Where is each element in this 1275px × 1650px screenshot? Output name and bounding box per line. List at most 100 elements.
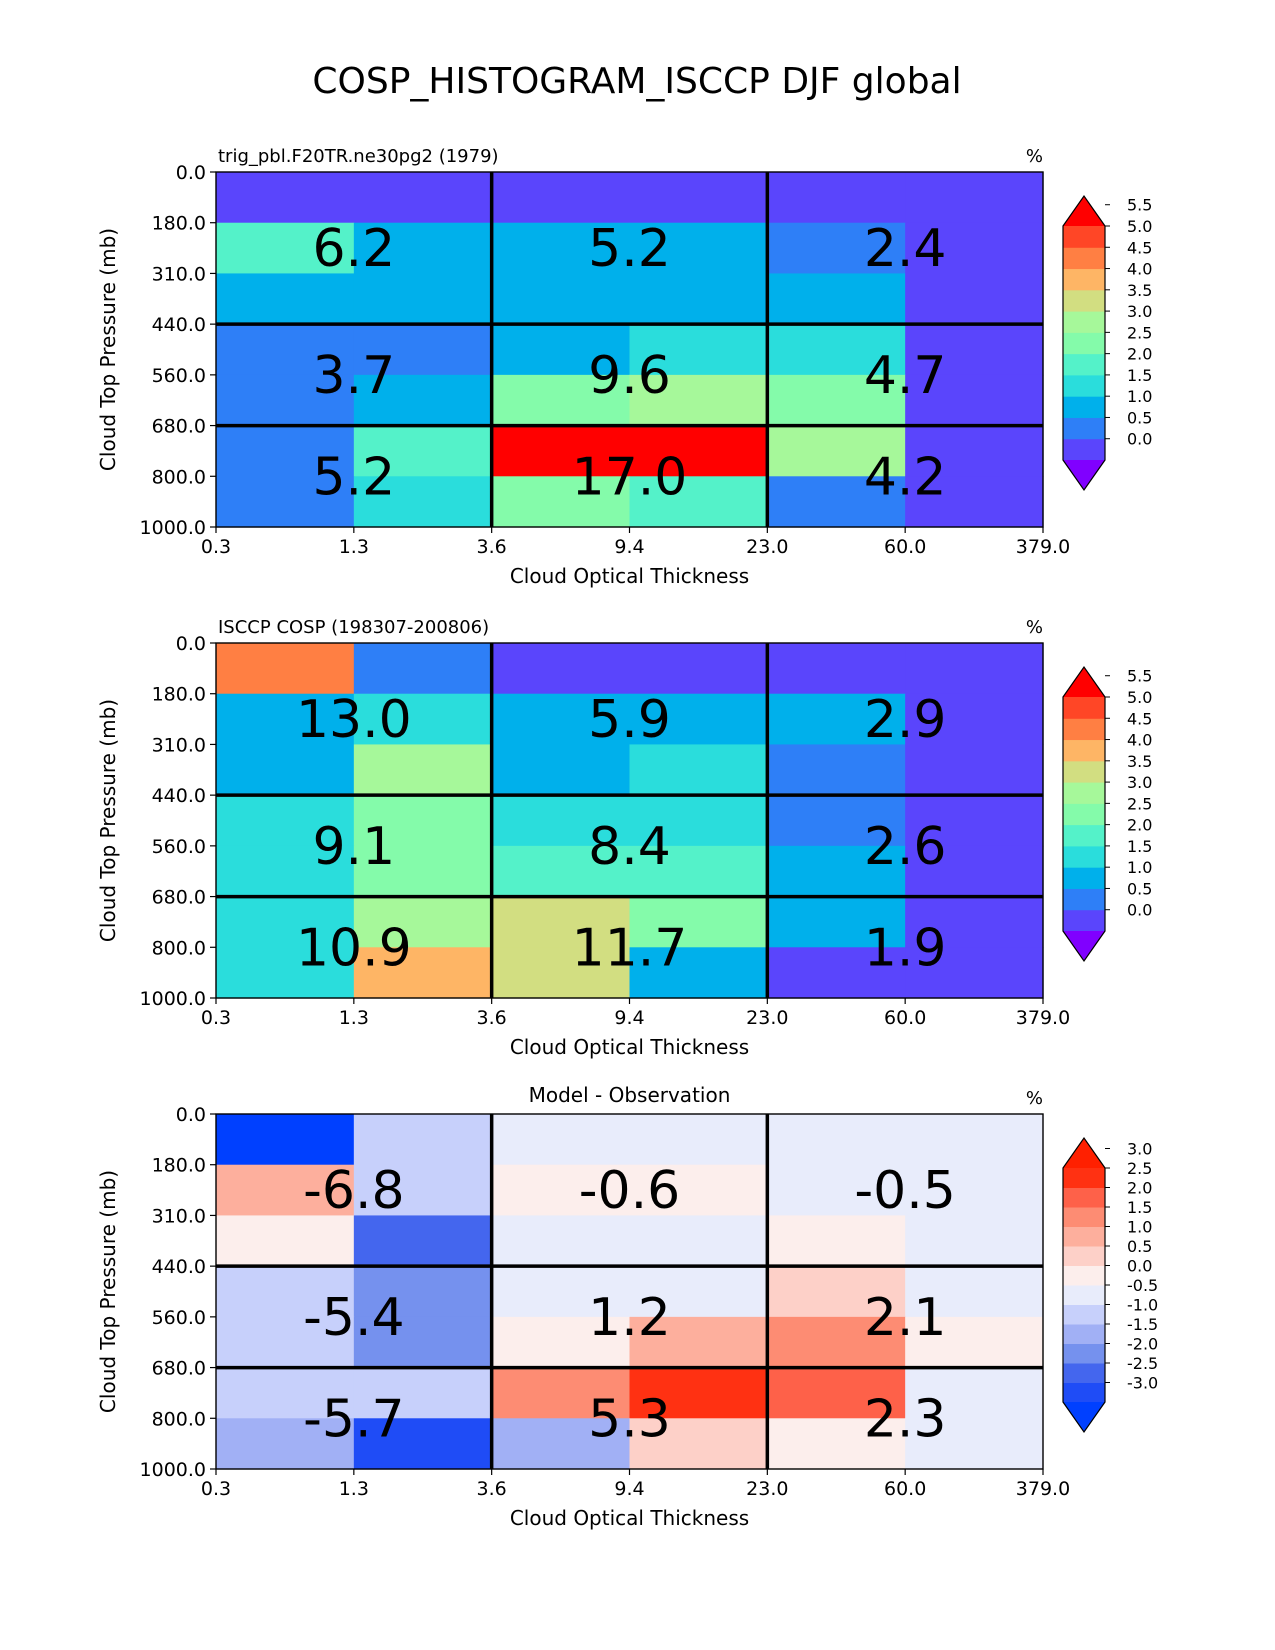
y-tick-label: 1000.0 [140, 988, 206, 1010]
colorbar-segment [1063, 332, 1105, 355]
heatmap-cell [767, 744, 906, 796]
colorbar-segment [1063, 396, 1105, 418]
heatmap-cell [767, 643, 906, 695]
units-label: % [1026, 617, 1043, 638]
heatmap-cell [491, 947, 631, 999]
colorbar-segment [1063, 1382, 1105, 1403]
group-total-label: 1.9 [864, 918, 947, 978]
y-tick-label: 440.0 [152, 1256, 206, 1278]
x-tick-label: 0.3 [201, 1478, 231, 1500]
x-axis-label: Cloud Optical Thickness [510, 564, 749, 588]
colorbar-tick-label: 5.0 [1127, 688, 1152, 707]
colorbar-tick-label: -3.0 [1127, 1374, 1158, 1393]
y-axis-label: Cloud Top Pressure (mb) [96, 228, 120, 471]
heatmap-cell [216, 273, 355, 325]
y-tick-label: 0.0 [176, 633, 206, 655]
colorbar: 0.0 0.5 1.0 1.5 2.0 2.5 3.0 3.5 4.0 4.5 5.0 5.5 [1062, 194, 1152, 492]
heatmap-cell [767, 476, 906, 528]
heatmap-cell [216, 896, 355, 948]
heatmap-cell [905, 222, 1044, 275]
y-tick-label: 560.0 [152, 836, 206, 858]
colorbar-tick-label: 1.5 [1127, 1198, 1152, 1217]
heatmap-cell [491, 795, 631, 847]
colorbar-tick-label: 1.5 [1127, 837, 1152, 856]
heatmap-cell [905, 425, 1044, 477]
heatmap-cell [491, 273, 631, 325]
group-total-label: 2.6 [864, 817, 947, 877]
heatmap-cell [353, 643, 493, 695]
colorbar-segment [1063, 1304, 1105, 1325]
heatmap-cell [767, 425, 906, 477]
colorbar-tick-label: 0.0 [1127, 430, 1152, 449]
colorbar-tick-label: 2.5 [1127, 794, 1152, 813]
colorbar-tick-label: 3.0 [1127, 773, 1152, 792]
heatmap-cell [216, 845, 355, 898]
x-tick-label: 3.6 [477, 1478, 507, 1500]
colorbar-segment [1063, 289, 1105, 312]
y-tick-label: 0.0 [176, 1104, 206, 1126]
y-tick-label: 680.0 [152, 416, 206, 438]
heatmap-cell [353, 1215, 493, 1267]
x-tick-label: 0.3 [201, 536, 231, 558]
colorbar-extend-min [1063, 460, 1105, 490]
colorbar-tick-label: 2.0 [1127, 1179, 1152, 1198]
heatmap-cell [629, 1418, 768, 1470]
group-total-label: -0.6 [579, 1161, 680, 1221]
colorbar-extend-max [1063, 1138, 1105, 1168]
heatmap-cell [216, 1266, 355, 1318]
heatmap-cell [491, 693, 631, 746]
colorbar-tick-label: 4.0 [1127, 731, 1152, 750]
x-tick-label: 23.0 [746, 1007, 788, 1029]
colorbar-tick-label: 2.5 [1127, 323, 1152, 342]
y-tick-label: 800.0 [152, 466, 206, 488]
y-tick-label: 680.0 [152, 887, 206, 909]
x-tick-label: 1.3 [339, 1007, 369, 1029]
heatmap-cell [216, 1114, 355, 1166]
y-tick-label: 180.0 [152, 213, 206, 235]
colorbar-segment [1063, 909, 1105, 932]
figure-title: COSP_HISTOGRAM_ISCCP DJF global [312, 61, 961, 102]
y-tick-label: 180.0 [152, 1155, 206, 1177]
heatmap-cell [905, 947, 1044, 999]
heatmap-cell [216, 1215, 355, 1267]
colorbar-segment [1063, 438, 1105, 461]
heatmap-cell [491, 1164, 631, 1217]
heatmap-cell [905, 1215, 1044, 1267]
panel-title: Model - Observation [529, 1083, 731, 1107]
colorbar-segment [1063, 1363, 1105, 1383]
x-tick-label: 9.4 [614, 1007, 644, 1029]
group-total-label: 4.2 [864, 447, 947, 507]
heatmap-cell [491, 845, 631, 898]
x-tick-label: 60.0 [884, 1478, 926, 1500]
colorbar-tick-label: -1.5 [1127, 1315, 1158, 1334]
heatmap-cell [629, 324, 768, 376]
heatmap-cell [353, 1114, 493, 1166]
heatmap-cell [353, 947, 493, 999]
heatmap-cell [629, 795, 768, 847]
heatmap-cell [629, 693, 768, 746]
heatmap-cell [629, 845, 768, 898]
heatmap-cell [491, 1266, 631, 1318]
heatmap-cell [353, 273, 493, 325]
group-total-label: 6.2 [312, 219, 395, 279]
group-total-label: -5.4 [303, 1288, 404, 1348]
heatmap-cell [905, 795, 1044, 847]
colorbar-tick-label: 3.5 [1127, 281, 1152, 300]
heatmap-cell [629, 1367, 768, 1419]
x-tick-label: 60.0 [884, 1007, 926, 1029]
colorbar-segment [1063, 1187, 1105, 1208]
colorbar-tick-label: 0.5 [1127, 879, 1152, 898]
x-tick-label: 1.3 [339, 536, 369, 558]
colorbar-outline [1062, 1136, 1106, 1434]
heatmap-cell [216, 425, 355, 477]
colorbar-segment [1063, 845, 1105, 868]
heatmap-cell [767, 1316, 906, 1369]
group-total-label: 4.7 [864, 346, 947, 406]
x-axis-label: Cloud Optical Thickness [510, 1035, 749, 1059]
heatmap-cell [629, 476, 768, 528]
y-tick-label: 800.0 [152, 1408, 206, 1430]
heatmap-cell [353, 845, 493, 898]
y-tick-label: 560.0 [152, 365, 206, 387]
y-axis-label: Cloud Top Pressure (mb) [96, 699, 120, 942]
